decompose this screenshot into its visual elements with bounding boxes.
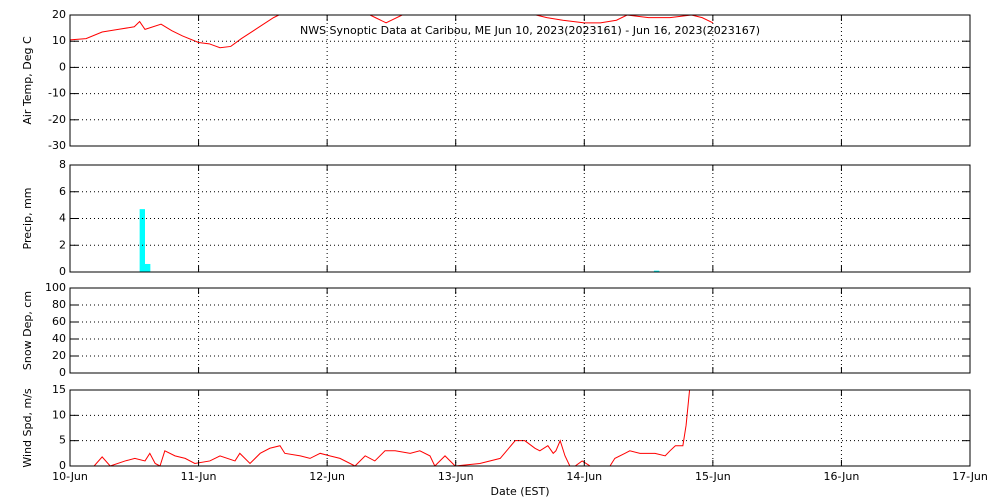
x-axis-label: Date (EST) (490, 485, 549, 498)
y-tick-label: 80 (52, 298, 66, 311)
plot-area (70, 390, 691, 466)
y-tick-label: 0 (59, 459, 66, 472)
y-tick-label: 100 (45, 281, 66, 294)
y-tick-label: 6 (59, 185, 66, 198)
y-tick-label: -20 (48, 113, 66, 126)
y-tick-label: 0 (59, 60, 66, 73)
x-tick-label: 10-Jun (52, 470, 88, 483)
y-tick-label: 40 (52, 332, 66, 345)
y-axis-label: Air Temp, Deg C (21, 36, 34, 125)
y-tick-label: 15 (52, 383, 66, 396)
y-tick-label: 8 (59, 158, 66, 171)
bar (145, 263, 151, 272)
plot-area (70, 15, 714, 49)
x-tick-label: 11-Jun (181, 470, 217, 483)
bar (653, 270, 660, 272)
bar (139, 209, 145, 272)
panel-frame (69, 287, 971, 374)
x-tick-label: 14-Jun (566, 470, 602, 483)
y-tick-label: 20 (52, 349, 66, 362)
x-tick-label: 17-Jun (952, 470, 988, 483)
y-tick-label: 10 (52, 408, 66, 421)
x-tick-label: 15-Jun (695, 470, 731, 483)
y-axis-label: Snow Dep, cm (21, 291, 34, 370)
y-tick-label: 5 (59, 434, 66, 447)
y-tick-label: 0 (59, 366, 66, 379)
y-tick-label: 4 (59, 212, 66, 225)
panel-frame (69, 164, 971, 273)
y-tick-label: 10 (52, 34, 66, 47)
panel-frame (69, 389, 971, 467)
y-tick-label: 20 (52, 8, 66, 21)
y-tick-label: -30 (48, 139, 66, 152)
panel-frame (69, 14, 971, 147)
y-axis-label: Wind Spd, m/s (21, 388, 34, 468)
x-tick-label: 12-Jun (309, 470, 345, 483)
data-line (70, 15, 714, 49)
y-tick-label: 60 (52, 315, 66, 328)
x-tick-label: 16-Jun (824, 470, 860, 483)
plot-area (139, 209, 660, 272)
y-tick-label: -10 (48, 87, 66, 100)
data-line (70, 390, 691, 466)
y-tick-label: 2 (59, 238, 66, 251)
y-tick-label: 0 (59, 265, 66, 278)
y-axis-label: Precip, mm (21, 188, 34, 250)
chart-title: NWS Synoptic Data at Caribou, ME Jun 10,… (300, 24, 760, 37)
x-tick-label: 13-Jun (438, 470, 474, 483)
